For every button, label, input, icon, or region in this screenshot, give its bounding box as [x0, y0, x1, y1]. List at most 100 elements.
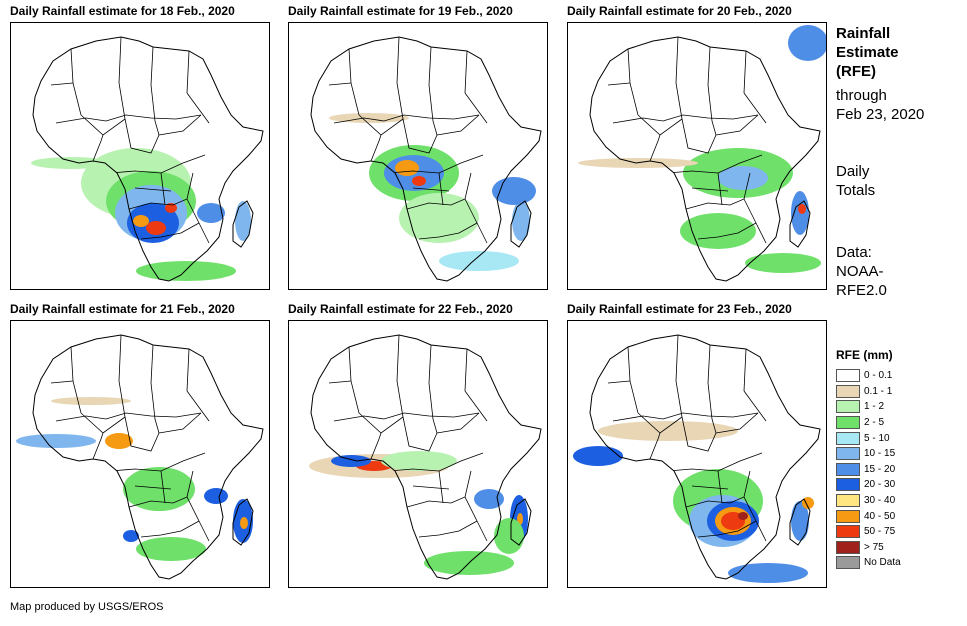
legend-item: 10 - 15 [836, 446, 901, 462]
rainfall-patch [439, 251, 519, 271]
africa-coastline [32, 334, 264, 580]
rainfall-patch [474, 489, 504, 509]
country-border [160, 470, 166, 504]
country-border [150, 344, 156, 420]
rainfall-patch [31, 157, 111, 169]
madagascar-outline [510, 498, 532, 546]
rainfall-areas [31, 148, 251, 281]
rainfall-patch [494, 518, 524, 554]
country-border [438, 470, 444, 504]
legend-item: > 75 [836, 540, 901, 556]
country-border [675, 335, 683, 418]
panel-title: Daily Rainfall estimate for 20 Feb., 202… [567, 4, 792, 18]
legend-title: RFE (mm) [836, 348, 893, 362]
country-border [333, 114, 480, 124]
country-border [402, 416, 438, 452]
through-date: through Feb 23, 2020 [836, 87, 925, 123]
country-border [627, 48, 639, 116]
madagascar-outline [789, 200, 811, 248]
rainfall-areas [578, 25, 826, 273]
country-border [406, 470, 472, 508]
country-border [612, 412, 759, 422]
country-border [681, 118, 717, 154]
country-border [328, 82, 352, 86]
country-border [697, 520, 757, 538]
rainfall-patch [738, 512, 748, 520]
country-border [649, 134, 661, 162]
rainfall-patch [105, 433, 133, 449]
legend-item: 40 - 50 [836, 508, 901, 524]
country-border [715, 114, 759, 136]
rainfall-map [288, 320, 548, 588]
country-border [186, 50, 190, 94]
country-border [158, 114, 202, 136]
footer-credit: Map produced by USGS/EROS [10, 601, 164, 613]
rainfall-map [10, 22, 270, 290]
rainfall-map [567, 320, 827, 588]
panel-title: Daily Rainfall estimate for 23 Feb., 202… [567, 302, 792, 316]
rainfall-map [567, 22, 827, 290]
legend-label: 1 - 2 [864, 401, 885, 413]
country-border [328, 380, 352, 384]
legend-item: 1 - 2 [836, 399, 901, 415]
country-border [464, 50, 468, 94]
country-border [464, 348, 468, 392]
legend-swatch [836, 431, 860, 445]
country-border [667, 452, 763, 472]
legend-item: 15 - 20 [836, 462, 901, 478]
rainfall-patch [512, 201, 530, 241]
legend-swatch [836, 369, 860, 383]
legend-swatch [836, 400, 860, 414]
legend: RFE (mm) 0 - 0.1 0.1 - 1 1 - 2 2 - 5 5 - 10 1… [836, 348, 901, 571]
country-border [186, 496, 210, 542]
country-border [128, 470, 194, 508]
country-border [412, 485, 450, 490]
legend-swatch [836, 416, 860, 430]
country-border [717, 470, 723, 504]
side-heading: Rainfall Estimate (RFE) [836, 25, 899, 80]
country-border [92, 134, 104, 162]
legend-item: 50 - 75 [836, 524, 901, 540]
country-border [743, 92, 767, 124]
legend-label: 2 - 5 [864, 417, 885, 429]
country-border [675, 37, 683, 120]
country-border [607, 380, 631, 384]
country-border [697, 222, 757, 240]
country-border [436, 412, 480, 434]
legend-swatch [836, 494, 860, 508]
legend-item: 5 - 10 [836, 430, 901, 446]
data-source: Data: NOAA- RFE2.0 [836, 244, 887, 299]
country-border [348, 48, 360, 116]
country-border [124, 416, 160, 452]
rainfall-patch [146, 221, 166, 235]
country-border [134, 485, 172, 490]
country-border [50, 380, 74, 384]
country-border [707, 46, 713, 122]
rainfall-patch [197, 203, 225, 223]
country-border [464, 92, 488, 124]
rainfall-patch [791, 501, 809, 541]
africa-coastline [589, 334, 821, 580]
country-border [70, 48, 82, 116]
africa-coastline [32, 36, 264, 282]
rainfall-patch [598, 421, 738, 441]
country-border [418, 520, 478, 538]
country-border [743, 348, 747, 392]
country-border [140, 520, 200, 538]
country-border [333, 412, 480, 422]
country-border [118, 37, 126, 120]
country-border [627, 346, 639, 414]
legend-label: 20 - 30 [864, 479, 896, 491]
legend-item: No Data [836, 555, 901, 571]
country-border [707, 344, 713, 420]
country-border [681, 416, 717, 452]
legend-item: 0.1 - 1 [836, 384, 901, 400]
legend-item: 30 - 40 [836, 493, 901, 509]
rainfall-patch [331, 455, 371, 467]
country-border [92, 432, 104, 460]
country-border [186, 92, 210, 124]
rainfall-areas [329, 113, 536, 271]
rainfall-patch [136, 537, 206, 561]
legend-label: 30 - 40 [864, 495, 896, 507]
legend-swatch [836, 447, 860, 461]
